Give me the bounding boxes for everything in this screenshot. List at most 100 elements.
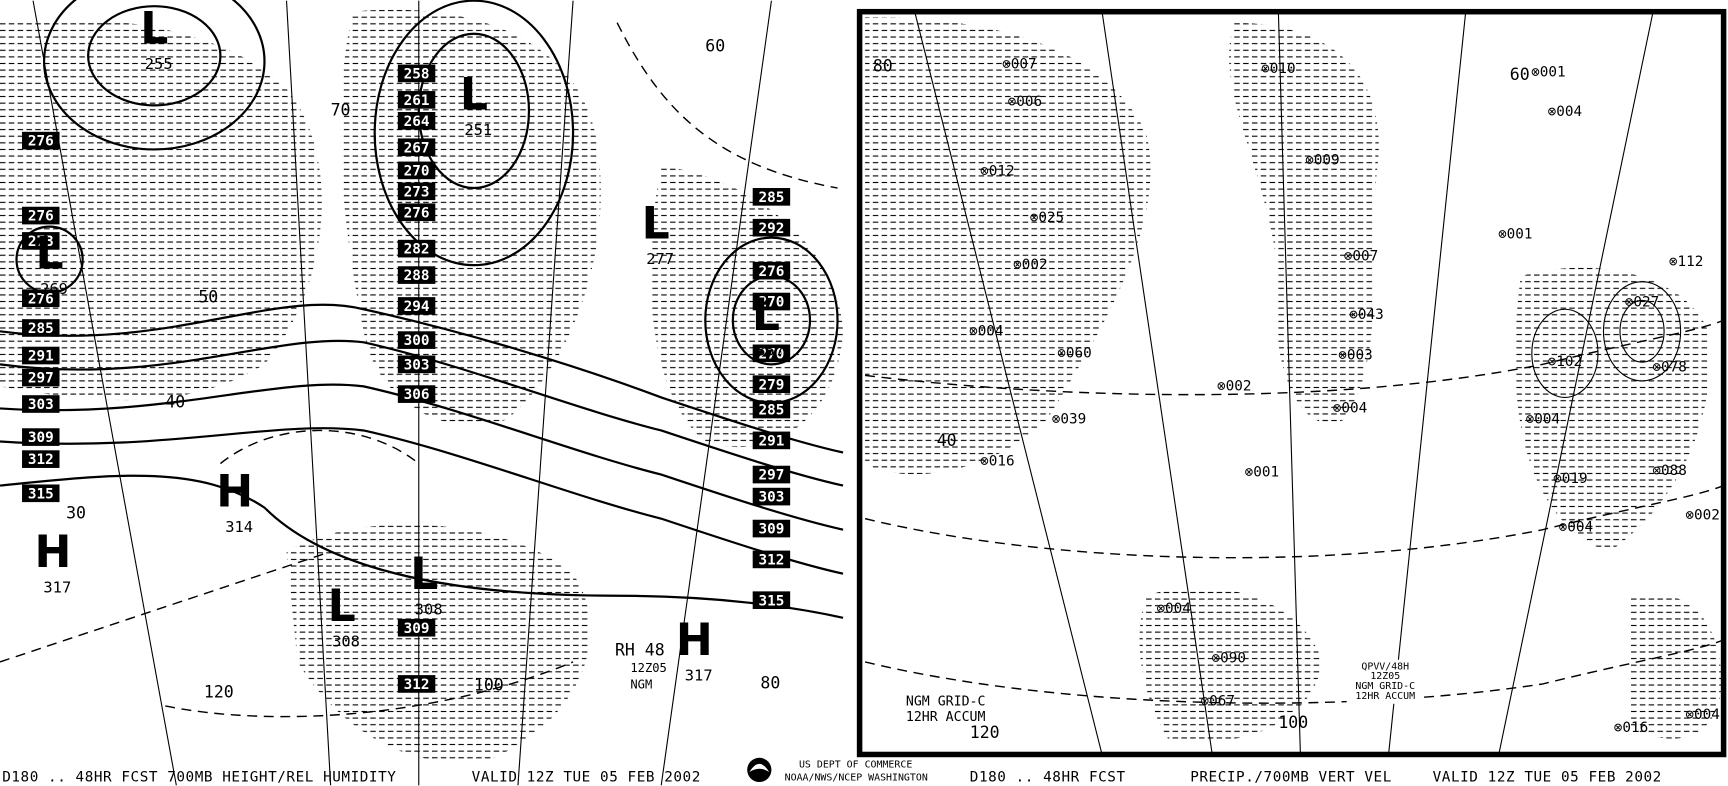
shade-area <box>650 165 844 448</box>
precip-label: ⊗043 <box>1349 307 1383 323</box>
contour-label: 80 <box>873 56 893 75</box>
height-label: 285 <box>28 321 54 337</box>
center-symbol: H <box>34 527 71 578</box>
precip-label: ⊗001 <box>1498 226 1532 242</box>
office: NOAA/NWS/NCEP WASHINGTON <box>785 773 928 784</box>
height-label: 273 <box>404 184 430 200</box>
height-label-box <box>397 331 436 349</box>
precip-label: ⊗067 <box>1201 694 1235 710</box>
height-label: 285 <box>758 403 784 419</box>
rh-contour <box>616 22 838 189</box>
contour <box>1602 281 1682 382</box>
precip-label: ⊗016 <box>1614 720 1648 736</box>
height-label: 267 <box>404 140 430 156</box>
height-label: 291 <box>28 349 54 365</box>
height-label-box <box>752 431 791 450</box>
height-label-box <box>22 395 60 413</box>
height-label-box <box>22 319 60 337</box>
right-product: PRECIP./700MB VERT VEL <box>1190 770 1392 786</box>
height-label: 312 <box>404 677 430 693</box>
height-label-box <box>752 188 791 206</box>
precip-label: ⊗004 <box>1526 411 1560 427</box>
model-annotation: NGM GRID-C <box>906 695 986 710</box>
model-annotation: 12Z05 <box>630 661 666 675</box>
center-value: 357 <box>756 342 784 360</box>
height-label-box <box>22 484 60 503</box>
center-symbol: L <box>752 290 780 341</box>
center-symbol: L <box>328 581 356 632</box>
height-label-box <box>22 131 60 150</box>
center-symbol: L <box>410 549 438 600</box>
height-label: 315 <box>758 593 784 609</box>
center-symbol: L <box>642 199 670 250</box>
height-label: 279 <box>758 377 784 393</box>
center-symbol: H <box>676 615 713 666</box>
contour <box>0 339 844 487</box>
contour <box>1531 308 1599 398</box>
height-label-box <box>397 297 436 315</box>
rh-contour <box>0 551 331 663</box>
height-label: 309 <box>758 522 784 538</box>
height-label-box <box>752 344 791 363</box>
height-label-box <box>397 385 436 403</box>
right-valid: VALID 12Z TUE 05 FEB 2002 <box>1433 770 1662 786</box>
rh-contour <box>219 429 420 465</box>
contour-label: 80 <box>760 673 780 692</box>
height-label: 315 <box>28 486 54 502</box>
center-value: 317 <box>685 667 713 685</box>
contour-label: 60 <box>1510 65 1530 84</box>
center-value: 269 <box>40 280 68 298</box>
height-label: 312 <box>758 553 784 569</box>
precip-label: ⊗078 <box>1652 360 1686 376</box>
height-label: 276 <box>758 264 784 280</box>
contour-label: 60 <box>705 36 725 55</box>
precip-label: ⊗102 <box>1548 354 1582 370</box>
meridian <box>914 11 1654 755</box>
height-label: 282 <box>404 242 430 258</box>
height-label: 270 <box>404 163 430 179</box>
agency: US DEPT OF COMMERCE <box>799 759 912 770</box>
center-symbol: L <box>36 228 64 279</box>
right-caption: D180 .. 48HR FCST <box>970 770 1126 786</box>
noaa-logo <box>747 757 772 783</box>
precip-label: ⊗012 <box>980 163 1014 179</box>
height-contours <box>0 0 844 786</box>
precip-label: ⊗003 <box>1338 348 1372 364</box>
center-symbol: H <box>216 466 253 517</box>
height-label-box <box>397 111 436 130</box>
height-label: 294 <box>404 299 430 315</box>
precip-label: ⊗112 <box>1669 254 1703 270</box>
height-label-box <box>397 91 436 109</box>
height-label: 276 <box>404 205 430 221</box>
height-label-box <box>397 161 436 180</box>
height-label-box <box>752 487 791 506</box>
height-label: 264 <box>404 114 430 130</box>
height-label: 297 <box>28 371 54 387</box>
height-label: 297 <box>758 468 784 484</box>
contour-label: 40 <box>937 431 957 450</box>
height-label: 292 <box>758 221 784 237</box>
height-label: 303 <box>404 357 430 373</box>
precip-label: ⊗004 <box>1333 400 1367 416</box>
contour <box>0 303 844 454</box>
height-label-box <box>752 550 791 569</box>
contour-label: 40 <box>165 392 185 411</box>
height-label-box <box>22 232 60 250</box>
logo-bird <box>749 763 770 773</box>
center-symbol: L <box>460 70 488 121</box>
center-value: 251 <box>464 121 492 139</box>
height-label: 303 <box>758 490 784 506</box>
precip-label: ⊗009 <box>1305 152 1339 168</box>
precip-label: ⊗004 <box>1156 601 1190 617</box>
product-line: NGM GRID-C <box>1355 681 1415 692</box>
shade-area <box>865 17 1151 475</box>
height-label: 270 <box>758 346 784 362</box>
height-label-box <box>397 675 436 693</box>
precip-label: ⊗004 <box>1685 707 1719 723</box>
height-label-box <box>22 289 60 308</box>
height-label: 300 <box>404 333 430 349</box>
shade-area <box>1631 593 1722 739</box>
height-label: 312 <box>28 452 54 468</box>
height-label-box <box>752 400 791 419</box>
